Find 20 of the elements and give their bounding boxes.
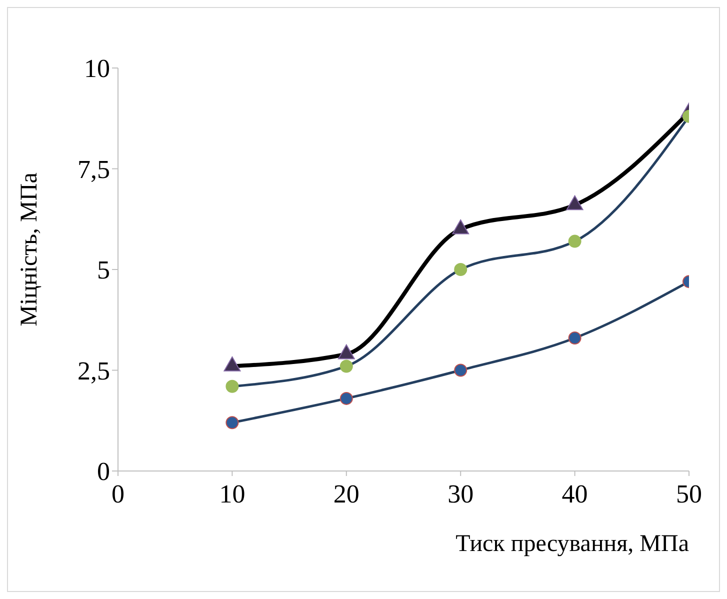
y-tick-label: 10 [84,54,110,84]
y-tick-label: 5 [97,256,110,285]
y-tick-label: 0 [97,457,110,486]
x-tick-label: 20 [333,479,360,508]
x-tick-label: 50 [676,479,702,508]
point [568,234,582,248]
x-axis-title: Тиск пресування, МПа [456,531,690,557]
y-tick-label: 2,5 [78,356,110,386]
point [568,332,582,345]
y-axis-title: Міцність, МПа [16,172,43,326]
point [226,380,239,393]
x-tick-label: 40 [562,479,588,508]
x-tick-label: 30 [448,479,474,508]
point [226,416,239,430]
y-tick-label: 7,5 [78,154,110,184]
point [340,392,353,405]
point [340,360,353,373]
point [454,364,468,377]
x-tick-label: 10 [219,479,246,508]
point [454,263,468,276]
